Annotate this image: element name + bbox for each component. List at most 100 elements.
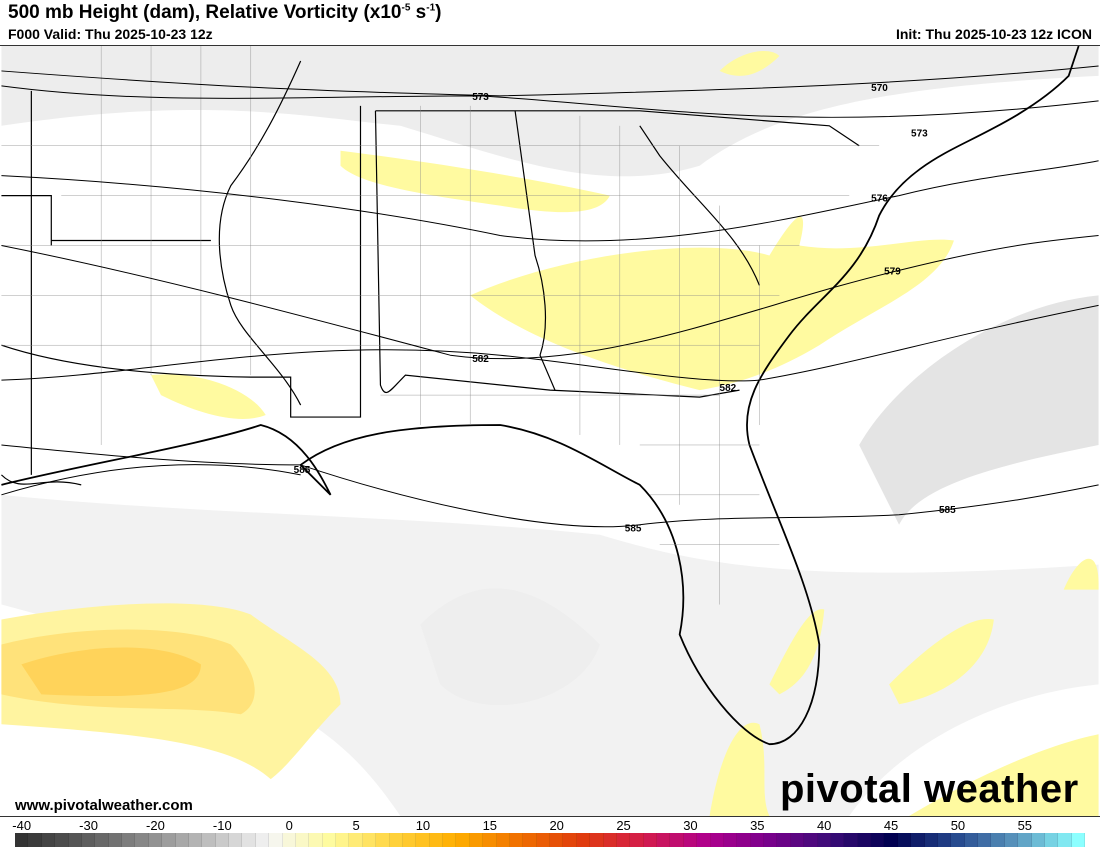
map-title: 500 mb Height (dam), Relative Vorticity … bbox=[8, 2, 442, 24]
colorbar-swatch bbox=[830, 833, 845, 847]
contour-label: 582 bbox=[472, 354, 489, 365]
colorbar-swatch bbox=[603, 833, 617, 847]
colorbar-swatch bbox=[416, 833, 430, 847]
colorbar-swatch bbox=[697, 833, 711, 847]
colorbar-swatch bbox=[309, 833, 323, 847]
colorbar-swatch bbox=[295, 833, 310, 847]
colorbar-swatch bbox=[590, 833, 604, 847]
colorbar-swatch bbox=[630, 833, 644, 847]
colorbar-tick-label: -10 bbox=[212, 818, 232, 833]
contour-label: 570 bbox=[871, 83, 888, 94]
colorbar-swatch bbox=[108, 833, 122, 847]
colorbar-tick-label: 15 bbox=[482, 818, 498, 833]
colorbar-swatch bbox=[148, 833, 163, 847]
colorbar-swatch bbox=[68, 833, 82, 847]
colorbar-swatch bbox=[1031, 833, 1045, 847]
colorbar-swatch bbox=[643, 833, 657, 847]
colorbar-swatch bbox=[389, 833, 403, 847]
init-time: Init: Thu 2025-10-23 12z ICON bbox=[895, 26, 1092, 42]
colorbar-swatch bbox=[1004, 833, 1019, 847]
colorbar-swatch bbox=[215, 833, 229, 847]
colorbar-swatch bbox=[550, 833, 564, 847]
title-unit: s bbox=[410, 2, 427, 23]
colorbar-swatch bbox=[282, 833, 296, 847]
contour-label: 573 bbox=[472, 92, 489, 103]
colorbar-swatch bbox=[188, 833, 203, 847]
colorbar-swatch bbox=[469, 833, 484, 847]
colorbar-swatch bbox=[509, 833, 524, 847]
colorbar-swatch bbox=[616, 833, 631, 847]
colorbar-tick-label: 50 bbox=[950, 818, 966, 833]
colorbar-tick-label: 10 bbox=[415, 818, 431, 833]
colorbar-swatch bbox=[443, 833, 457, 847]
colorbar-swatch bbox=[884, 833, 898, 847]
colorbar-tick-label: 40 bbox=[816, 818, 832, 833]
colorbar-swatch bbox=[911, 833, 925, 847]
colorbar-swatch bbox=[777, 833, 791, 847]
colorbar-swatch bbox=[81, 833, 96, 847]
colorbar-swatch bbox=[576, 833, 591, 847]
colorbar-swatch bbox=[844, 833, 858, 847]
colorbar-swatch bbox=[523, 833, 537, 847]
height-contours bbox=[1, 65, 1099, 528]
colorbar-swatch bbox=[563, 833, 577, 847]
title-exponent: -5 bbox=[401, 2, 411, 14]
colorbar-swatch bbox=[41, 833, 56, 847]
colorbar-swatch bbox=[871, 833, 885, 847]
pivotal-weather-logo: pivotal weather bbox=[780, 767, 1079, 811]
colorbar-swatch bbox=[924, 833, 938, 847]
colorbar-swatch bbox=[670, 833, 684, 847]
colorbar-swatch bbox=[750, 833, 764, 847]
colorbar-swatch bbox=[175, 833, 189, 847]
colorbar-swatch bbox=[122, 833, 136, 847]
colorbar-swatch bbox=[683, 833, 698, 847]
colorbar-swatch bbox=[1044, 833, 1059, 847]
valid-time: F000 Valid: Thu 2025-10-23 12z bbox=[8, 26, 213, 42]
contour-labels: 570 573 573 576 579 582 582 585 585 585 bbox=[294, 83, 956, 535]
colorbar-swatch bbox=[322, 833, 336, 847]
colorbar-tick-label: 55 bbox=[1017, 818, 1033, 833]
colorbar-swatch bbox=[764, 833, 778, 847]
contour-label: 579 bbox=[884, 266, 901, 277]
website-watermark: www.pivotalweather.com bbox=[15, 797, 193, 814]
contour-label: 576 bbox=[871, 194, 888, 205]
colorbar-swatch bbox=[429, 833, 443, 847]
colorbar-swatch bbox=[1018, 833, 1032, 847]
colorbar-tick-label: 5 bbox=[352, 818, 360, 833]
colorbar-swatch bbox=[202, 833, 216, 847]
colorbar-swatch bbox=[978, 833, 992, 847]
colorbar-swatch bbox=[95, 833, 109, 847]
colorbar-swatch bbox=[28, 833, 42, 847]
colorbar-swatch bbox=[135, 833, 149, 847]
contour-label: 585 bbox=[939, 505, 956, 516]
colorbar-swatch bbox=[242, 833, 256, 847]
contour-label: 573 bbox=[911, 129, 928, 140]
state-borders bbox=[1, 60, 860, 486]
colorbar-tick-label: 20 bbox=[549, 818, 564, 833]
colorbar-swatch bbox=[804, 833, 818, 847]
colorbar-swatch bbox=[269, 833, 283, 847]
colorbar-swatch bbox=[349, 833, 363, 847]
weather-map[interactable]: 570 573 573 576 579 582 582 585 585 585 bbox=[0, 45, 1100, 817]
colorbar-swatch bbox=[857, 833, 871, 847]
colorbar-swatch bbox=[951, 833, 965, 847]
colorbar bbox=[15, 833, 1085, 847]
colorbar-swatch bbox=[162, 833, 176, 847]
colorbar-swatch bbox=[723, 833, 738, 847]
coastline bbox=[1, 46, 1080, 746]
colorbar-swatch bbox=[496, 833, 510, 847]
title-text: 500 mb Height (dam), Relative Vorticity … bbox=[8, 2, 402, 23]
colorbar-swatch bbox=[362, 833, 377, 847]
colorbar-tick-label: 35 bbox=[750, 818, 765, 833]
contour-label: 585 bbox=[294, 465, 311, 476]
colorbar-swatch bbox=[376, 833, 390, 847]
colorbar-swatch bbox=[402, 833, 417, 847]
colorbar-swatch bbox=[897, 833, 912, 847]
colorbar-swatch bbox=[737, 833, 751, 847]
title-exponent: -1 bbox=[426, 2, 436, 14]
colorbar-swatch bbox=[255, 833, 270, 847]
colorbar-swatch bbox=[1071, 833, 1085, 847]
title-close: ) bbox=[435, 2, 442, 23]
contour-label: 585 bbox=[625, 524, 642, 535]
county-lines bbox=[1, 46, 880, 605]
